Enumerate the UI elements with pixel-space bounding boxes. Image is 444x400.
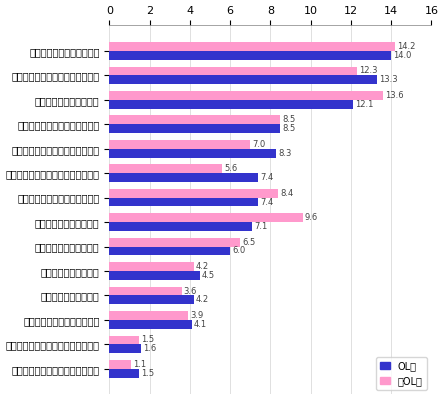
Bar — [109, 311, 188, 320]
Bar — [109, 336, 139, 344]
Bar — [109, 344, 142, 353]
Bar — [109, 149, 277, 158]
Bar — [109, 189, 278, 198]
Text: 4.2: 4.2 — [196, 262, 209, 271]
Text: 1.5: 1.5 — [142, 336, 155, 344]
Bar — [109, 262, 194, 271]
Text: 7.1: 7.1 — [254, 222, 267, 231]
Bar — [109, 222, 252, 231]
Text: 7.4: 7.4 — [260, 173, 274, 182]
Text: 3.6: 3.6 — [184, 286, 197, 296]
Bar — [109, 116, 281, 124]
Bar — [109, 287, 182, 296]
Bar — [109, 369, 139, 378]
Text: 4.2: 4.2 — [196, 295, 209, 304]
Bar — [109, 91, 383, 100]
Bar — [109, 360, 131, 369]
Text: 5.6: 5.6 — [224, 164, 237, 173]
Text: 1.6: 1.6 — [143, 344, 157, 353]
Text: 4.5: 4.5 — [202, 271, 215, 280]
Bar — [109, 173, 258, 182]
Text: 12.1: 12.1 — [355, 100, 373, 109]
Text: 1.5: 1.5 — [142, 369, 155, 378]
Text: 9.6: 9.6 — [305, 213, 318, 222]
Text: 13.3: 13.3 — [379, 75, 398, 84]
Bar — [109, 213, 302, 222]
Bar — [109, 198, 258, 206]
Bar — [109, 320, 192, 329]
Text: 6.0: 6.0 — [232, 246, 246, 256]
Bar — [109, 66, 357, 75]
Text: 8.5: 8.5 — [282, 124, 296, 133]
Text: 4.1: 4.1 — [194, 320, 207, 329]
Bar — [109, 75, 377, 84]
Bar — [109, 164, 222, 173]
Bar — [109, 296, 194, 304]
Text: 1.1: 1.1 — [134, 360, 147, 369]
Bar — [109, 124, 281, 133]
Bar — [109, 140, 250, 149]
Bar — [109, 246, 230, 255]
Text: 8.4: 8.4 — [281, 189, 293, 198]
Text: 13.6: 13.6 — [385, 91, 404, 100]
Bar — [109, 51, 391, 60]
Text: 12.3: 12.3 — [359, 66, 377, 76]
Bar — [109, 238, 240, 246]
Bar — [109, 42, 395, 51]
Text: 8.5: 8.5 — [282, 115, 296, 124]
Text: 7.0: 7.0 — [252, 140, 266, 149]
Text: 3.9: 3.9 — [190, 311, 203, 320]
Text: 6.5: 6.5 — [242, 238, 255, 247]
Bar — [109, 271, 200, 280]
Legend: OL層, 非OL層: OL層, 非OL層 — [377, 357, 427, 390]
Text: 7.4: 7.4 — [260, 198, 274, 206]
Text: 14.2: 14.2 — [397, 42, 416, 51]
Text: 14.0: 14.0 — [393, 51, 412, 60]
Text: 8.3: 8.3 — [278, 149, 292, 158]
Bar — [109, 100, 353, 108]
